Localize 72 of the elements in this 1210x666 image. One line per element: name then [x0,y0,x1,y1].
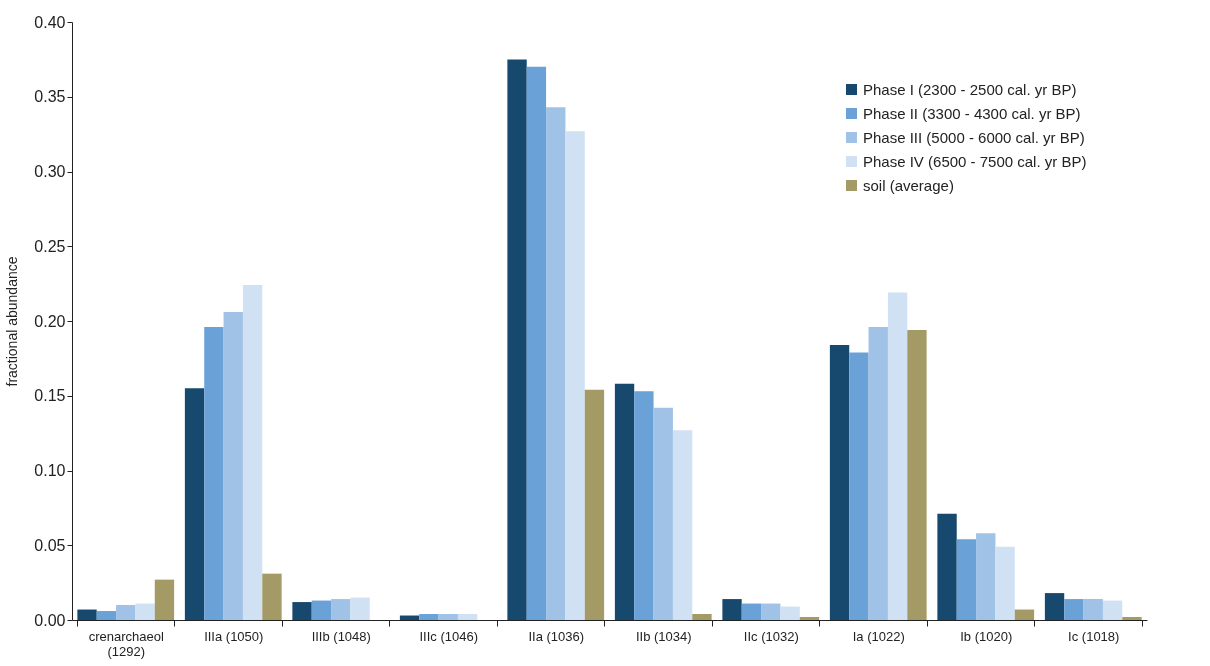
bar [995,546,1015,620]
y-axis-title: fractional abundance [4,256,21,387]
bar [907,329,927,620]
bar [1064,599,1084,620]
x-tick-label: IIc (1032) [743,628,799,644]
y-tick-label: 0.25 [34,237,66,255]
bar [311,600,332,620]
bar [438,614,458,620]
bar [96,611,117,620]
x-tick-label: Ia (1022) [852,628,905,644]
x-tick-label: IIIa (1050) [204,628,264,644]
bar [887,292,908,620]
bar [204,326,224,620]
bar [1044,593,1065,620]
y-tick-label: 0.05 [34,536,66,554]
y-tick-label: 0.10 [34,462,66,479]
legend-label: Phase I (2300 - 2500 cal. yr BP) [863,80,1077,98]
bar [116,605,136,620]
bar [1083,599,1103,620]
bar [565,131,585,620]
bar [584,389,605,620]
bar [77,609,97,620]
bar [1014,609,1035,620]
bar [154,579,175,620]
bar [761,603,781,620]
y-tick-label: 0.15 [34,387,66,405]
bar [1102,600,1123,620]
bar [937,513,957,620]
bar [292,602,312,620]
bar [457,614,478,620]
bar [653,407,673,620]
bar [780,606,800,620]
bar [722,599,742,620]
bar [672,430,693,620]
bar [849,352,869,620]
x-tick-label: IIa (1036) [528,628,585,644]
bar [634,391,654,620]
bar [829,344,850,620]
bar [956,539,977,620]
bar [350,597,370,620]
bar [799,617,820,620]
bar [546,107,566,620]
y-tick-label: 0.30 [34,163,66,180]
bar [741,603,762,620]
y-tick-label: 0.00 [34,611,66,629]
x-tick-label: Ic (1018) [1068,628,1120,644]
legend-label: Phase II (3300 - 4300 cal. yr BP) [863,104,1081,122]
bar [976,533,996,620]
bar [419,614,439,620]
bar [262,573,282,620]
bar [184,388,205,620]
bar [692,614,712,620]
legend-label: soil (average) [863,176,954,194]
x-tick-label: Ib (1020) [960,628,1013,644]
bar [242,285,263,620]
bar [135,603,155,620]
bar [526,66,547,620]
legend-label: Phase III (5000 - 6000 cal. yr BP) [863,128,1085,146]
bar [614,383,635,620]
x-tick-label: IIb (1034) [635,628,692,644]
y-tick-label: 0.20 [34,312,66,330]
y-tick-label: 0.40 [34,13,66,31]
bar [331,599,351,620]
bar [1122,617,1142,620]
y-tick-label: 0.35 [34,88,66,106]
legend-label: Phase IV (6500 - 7500 cal. yr BP) [863,152,1087,170]
bar [868,326,888,620]
x-tick-label: IIIc (1046) [419,628,479,644]
bar [507,59,527,620]
x-tick-label: IIIb (1048) [311,628,371,644]
x-tick-label: crenarchaeol (1292) [88,628,164,659]
bar [223,312,243,620]
